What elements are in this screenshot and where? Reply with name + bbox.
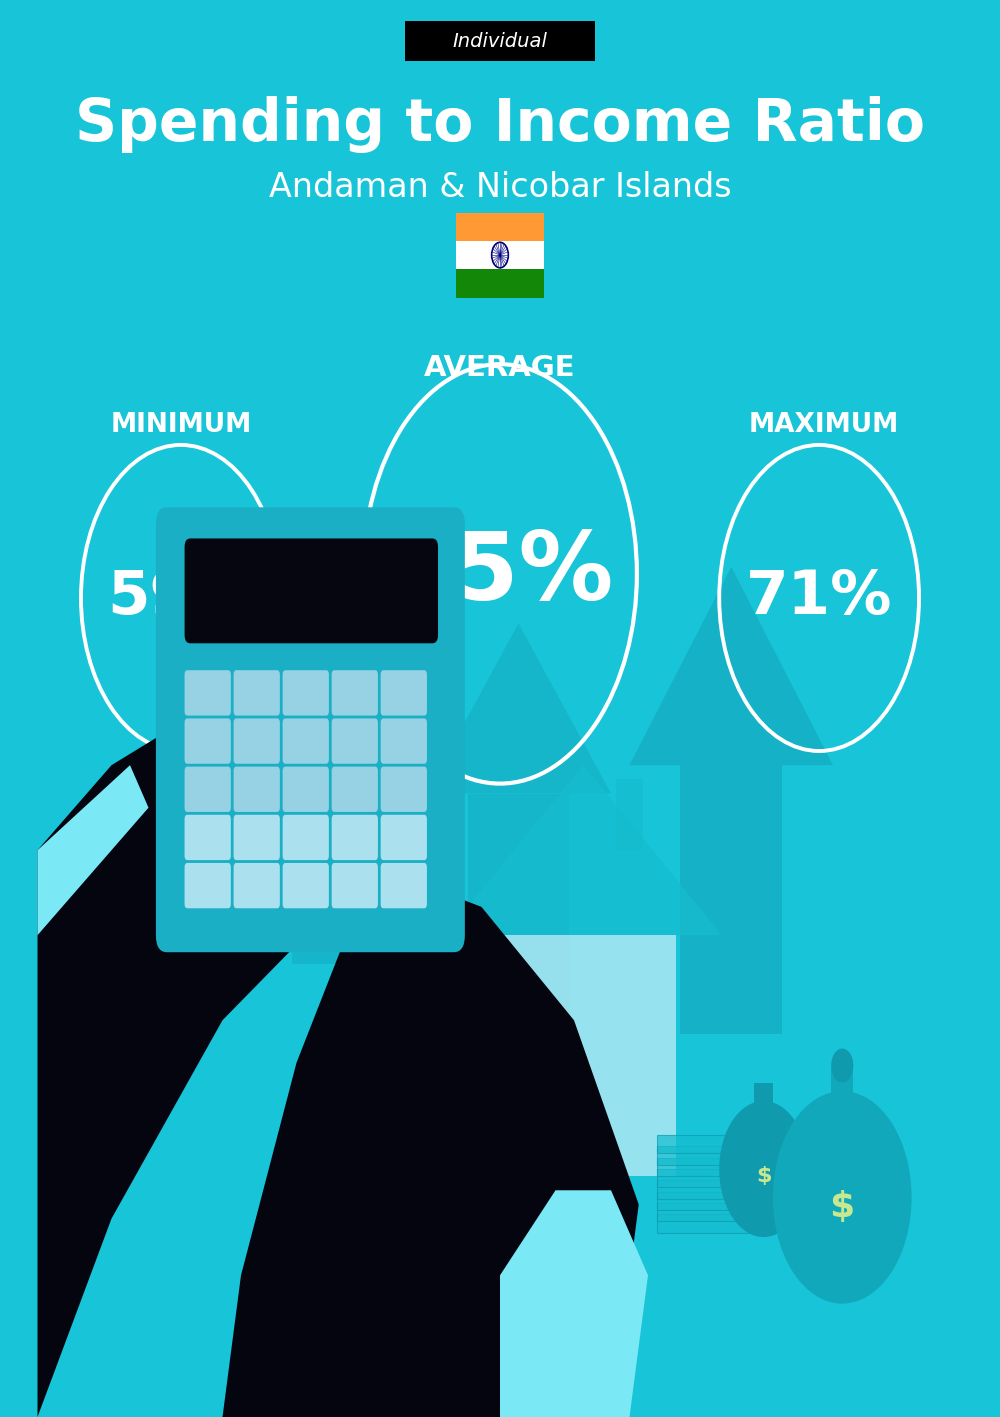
Bar (468, 794, 569, 1034)
FancyBboxPatch shape (381, 670, 427, 716)
FancyBboxPatch shape (185, 670, 231, 716)
Text: Individual: Individual (453, 31, 547, 51)
Bar (456, 213, 544, 241)
Text: 65%: 65% (387, 529, 613, 619)
Bar (563, 1063, 589, 1176)
Text: Andaman & Nicobar Islands: Andaman & Nicobar Islands (269, 170, 731, 204)
FancyBboxPatch shape (332, 718, 378, 764)
Bar (528, 1063, 554, 1176)
FancyBboxPatch shape (405, 21, 595, 61)
Text: 71%: 71% (746, 568, 892, 628)
FancyBboxPatch shape (381, 815, 427, 860)
Bar (831, 1068, 853, 1097)
Polygon shape (630, 567, 833, 765)
Text: $: $ (830, 1190, 855, 1224)
Bar (292, 794, 357, 964)
Polygon shape (500, 1190, 648, 1417)
FancyBboxPatch shape (185, 863, 231, 908)
FancyBboxPatch shape (156, 507, 465, 952)
Bar (680, 765, 782, 1034)
FancyBboxPatch shape (283, 670, 329, 716)
Polygon shape (222, 879, 639, 1417)
Circle shape (831, 1049, 853, 1083)
Bar (657, 1180, 764, 1199)
Text: $: $ (756, 1166, 771, 1186)
Text: MAXIMUM: MAXIMUM (749, 412, 899, 438)
FancyBboxPatch shape (185, 718, 231, 764)
Circle shape (719, 1101, 808, 1237)
FancyBboxPatch shape (381, 718, 427, 764)
FancyBboxPatch shape (234, 767, 280, 812)
Bar (657, 1158, 764, 1176)
FancyBboxPatch shape (234, 718, 280, 764)
Polygon shape (37, 708, 352, 1417)
Text: MINIMUM: MINIMUM (110, 412, 252, 438)
Polygon shape (426, 623, 611, 794)
FancyBboxPatch shape (332, 670, 378, 716)
Bar (657, 1135, 764, 1153)
Text: Spending to Income Ratio: Spending to Income Ratio (75, 96, 925, 153)
Bar (657, 1203, 764, 1221)
Bar (456, 241, 544, 269)
Bar (754, 1083, 773, 1108)
Text: 59%: 59% (108, 568, 254, 628)
FancyBboxPatch shape (185, 767, 231, 812)
FancyBboxPatch shape (381, 863, 427, 908)
Polygon shape (260, 680, 389, 794)
FancyBboxPatch shape (381, 767, 427, 812)
Text: AVERAGE: AVERAGE (424, 354, 576, 383)
FancyBboxPatch shape (185, 538, 438, 643)
Bar (456, 269, 544, 298)
Circle shape (773, 1091, 912, 1304)
Polygon shape (444, 765, 722, 935)
FancyBboxPatch shape (332, 815, 378, 860)
FancyBboxPatch shape (234, 815, 280, 860)
FancyBboxPatch shape (283, 718, 329, 764)
FancyBboxPatch shape (283, 863, 329, 908)
Bar (657, 1214, 764, 1233)
FancyBboxPatch shape (234, 670, 280, 716)
Polygon shape (37, 765, 148, 935)
Bar (616, 779, 643, 850)
FancyBboxPatch shape (283, 767, 329, 812)
Bar (491, 935, 676, 1176)
Bar (657, 1192, 764, 1210)
FancyBboxPatch shape (332, 767, 378, 812)
FancyBboxPatch shape (332, 863, 378, 908)
FancyBboxPatch shape (234, 863, 280, 908)
Bar (657, 1169, 764, 1187)
FancyBboxPatch shape (185, 815, 231, 860)
FancyBboxPatch shape (283, 815, 329, 860)
Bar (657, 1146, 764, 1165)
